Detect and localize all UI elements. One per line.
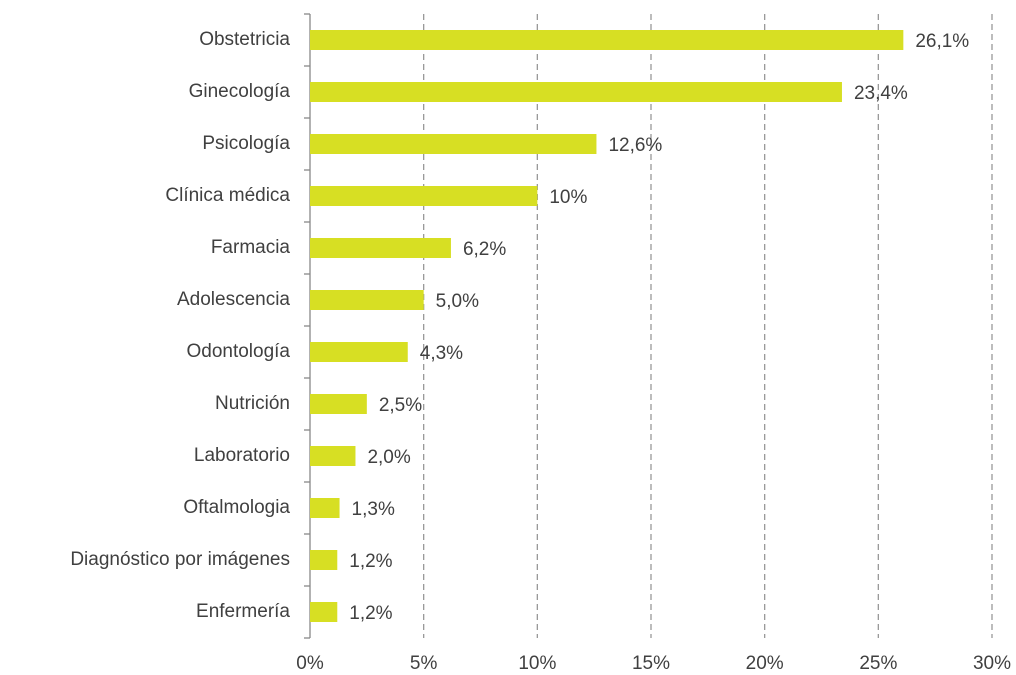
bar — [310, 30, 904, 50]
value-label: 23,4% — [854, 83, 908, 104]
bar — [310, 82, 842, 102]
bar — [310, 342, 408, 362]
value-label: 1,2% — [349, 551, 392, 572]
y-tick-label: Obstetricia — [199, 29, 290, 50]
x-tick-label: 20% — [746, 653, 784, 674]
y-tick-label: Enfermería — [196, 601, 290, 622]
value-label: 2,5% — [379, 395, 422, 416]
y-tick-label: Diagnóstico por imágenes — [70, 549, 290, 570]
y-tick-label: Nutrición — [215, 393, 290, 414]
bar — [310, 602, 338, 622]
x-tick-label: 5% — [410, 653, 438, 674]
value-label: 1,2% — [349, 603, 392, 624]
y-tick-label: Adolescencia — [177, 289, 290, 310]
bar — [310, 290, 424, 310]
value-label: 4,3% — [420, 343, 463, 364]
x-tick-label: 25% — [859, 653, 897, 674]
value-label: 2,0% — [367, 447, 410, 468]
y-tick-label: Laboratorio — [194, 445, 290, 466]
value-label: 12,6% — [608, 135, 662, 156]
bar — [310, 550, 338, 570]
y-tick-label: Oftalmologia — [183, 497, 290, 518]
value-label: 6,2% — [463, 239, 506, 260]
y-tick-label: Ginecología — [189, 81, 291, 102]
bar — [310, 186, 538, 206]
y-tick-label: Psicología — [202, 133, 290, 154]
value-label: 5,0% — [436, 291, 479, 312]
value-label: 10% — [549, 187, 587, 208]
x-tick-label: 10% — [518, 653, 556, 674]
value-label: 26,1% — [915, 31, 969, 52]
bar — [310, 238, 451, 258]
bar — [310, 498, 340, 518]
x-tick-label: 30% — [973, 653, 1011, 674]
y-tick-label: Clínica médica — [165, 185, 290, 206]
bar — [310, 394, 367, 414]
y-tick-label: Odontología — [186, 341, 290, 362]
x-tick-label: 15% — [632, 653, 670, 674]
value-label: 1,3% — [352, 499, 395, 520]
bar — [310, 134, 597, 154]
y-tick-label: Farmacia — [211, 237, 291, 258]
bar — [310, 446, 356, 466]
x-tick-label: 0% — [296, 653, 324, 674]
